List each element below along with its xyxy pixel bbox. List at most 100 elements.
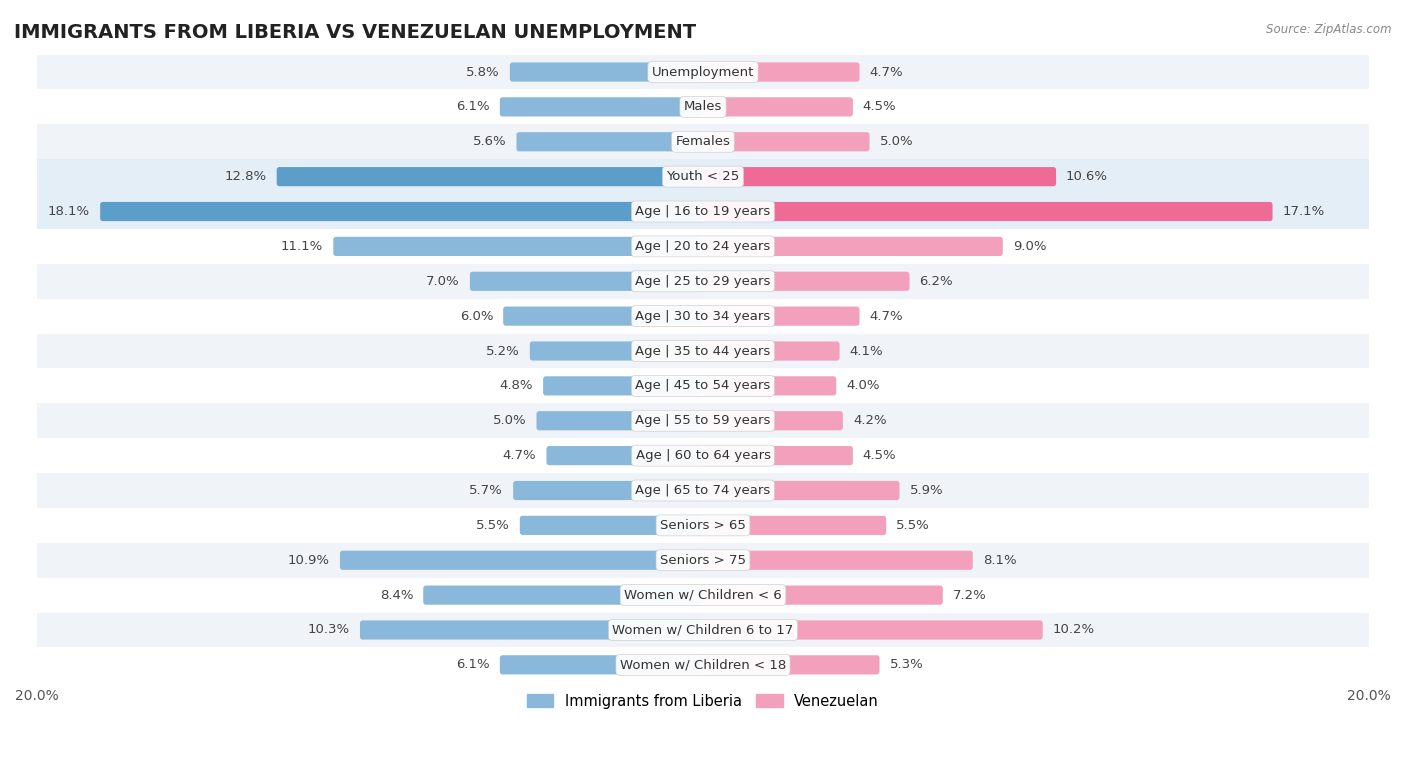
Bar bbox=[37, 299, 1369, 334]
Text: Age | 60 to 64 years: Age | 60 to 64 years bbox=[636, 449, 770, 462]
Text: 4.7%: 4.7% bbox=[503, 449, 537, 462]
FancyBboxPatch shape bbox=[537, 411, 703, 430]
Text: 5.0%: 5.0% bbox=[880, 136, 912, 148]
FancyBboxPatch shape bbox=[510, 62, 703, 82]
FancyBboxPatch shape bbox=[520, 516, 703, 535]
Bar bbox=[37, 334, 1369, 369]
Text: 7.2%: 7.2% bbox=[953, 589, 987, 602]
Text: Seniors > 75: Seniors > 75 bbox=[659, 553, 747, 567]
Text: 6.1%: 6.1% bbox=[456, 659, 489, 671]
Text: 5.5%: 5.5% bbox=[896, 519, 929, 532]
FancyBboxPatch shape bbox=[543, 376, 703, 395]
Text: Age | 16 to 19 years: Age | 16 to 19 years bbox=[636, 205, 770, 218]
Text: Age | 65 to 74 years: Age | 65 to 74 years bbox=[636, 484, 770, 497]
Text: Males: Males bbox=[683, 101, 723, 114]
Bar bbox=[37, 508, 1369, 543]
Bar bbox=[37, 55, 1369, 89]
Text: 7.0%: 7.0% bbox=[426, 275, 460, 288]
Text: Women w/ Children < 6: Women w/ Children < 6 bbox=[624, 589, 782, 602]
Text: 4.1%: 4.1% bbox=[849, 344, 883, 357]
FancyBboxPatch shape bbox=[703, 585, 943, 605]
FancyBboxPatch shape bbox=[530, 341, 703, 360]
Text: Unemployment: Unemployment bbox=[652, 66, 754, 79]
Text: Seniors > 65: Seniors > 65 bbox=[659, 519, 747, 532]
Text: 10.3%: 10.3% bbox=[308, 624, 350, 637]
FancyBboxPatch shape bbox=[470, 272, 703, 291]
Text: 4.7%: 4.7% bbox=[869, 310, 903, 322]
FancyBboxPatch shape bbox=[703, 621, 1043, 640]
Text: 17.1%: 17.1% bbox=[1282, 205, 1324, 218]
Text: 4.5%: 4.5% bbox=[863, 101, 897, 114]
Text: 4.0%: 4.0% bbox=[846, 379, 880, 392]
Text: 5.2%: 5.2% bbox=[486, 344, 520, 357]
Bar bbox=[37, 264, 1369, 299]
Text: 5.5%: 5.5% bbox=[477, 519, 510, 532]
FancyBboxPatch shape bbox=[513, 481, 703, 500]
Text: IMMIGRANTS FROM LIBERIA VS VENEZUELAN UNEMPLOYMENT: IMMIGRANTS FROM LIBERIA VS VENEZUELAN UN… bbox=[14, 23, 696, 42]
Text: 6.2%: 6.2% bbox=[920, 275, 953, 288]
Text: Women w/ Children < 18: Women w/ Children < 18 bbox=[620, 659, 786, 671]
FancyBboxPatch shape bbox=[503, 307, 703, 326]
Bar bbox=[37, 403, 1369, 438]
Text: Age | 20 to 24 years: Age | 20 to 24 years bbox=[636, 240, 770, 253]
Bar bbox=[37, 543, 1369, 578]
Text: Age | 30 to 34 years: Age | 30 to 34 years bbox=[636, 310, 770, 322]
Text: Age | 25 to 29 years: Age | 25 to 29 years bbox=[636, 275, 770, 288]
FancyBboxPatch shape bbox=[703, 550, 973, 570]
Text: 10.6%: 10.6% bbox=[1066, 170, 1108, 183]
FancyBboxPatch shape bbox=[100, 202, 703, 221]
Text: Age | 45 to 54 years: Age | 45 to 54 years bbox=[636, 379, 770, 392]
FancyBboxPatch shape bbox=[277, 167, 703, 186]
Text: 18.1%: 18.1% bbox=[48, 205, 90, 218]
Bar bbox=[37, 612, 1369, 647]
FancyBboxPatch shape bbox=[703, 307, 859, 326]
FancyBboxPatch shape bbox=[703, 341, 839, 360]
Text: 8.1%: 8.1% bbox=[983, 553, 1017, 567]
FancyBboxPatch shape bbox=[703, 376, 837, 395]
Text: Age | 55 to 59 years: Age | 55 to 59 years bbox=[636, 414, 770, 427]
FancyBboxPatch shape bbox=[703, 411, 842, 430]
Bar bbox=[37, 194, 1369, 229]
FancyBboxPatch shape bbox=[423, 585, 703, 605]
Bar bbox=[37, 473, 1369, 508]
FancyBboxPatch shape bbox=[703, 272, 910, 291]
Bar bbox=[37, 124, 1369, 159]
Text: Women w/ Children 6 to 17: Women w/ Children 6 to 17 bbox=[613, 624, 793, 637]
Text: 5.0%: 5.0% bbox=[494, 414, 526, 427]
Text: 4.2%: 4.2% bbox=[853, 414, 887, 427]
Text: 5.9%: 5.9% bbox=[910, 484, 943, 497]
Bar bbox=[37, 89, 1369, 124]
FancyBboxPatch shape bbox=[703, 202, 1272, 221]
Text: 8.4%: 8.4% bbox=[380, 589, 413, 602]
Text: Females: Females bbox=[675, 136, 731, 148]
Bar bbox=[37, 647, 1369, 682]
Text: 11.1%: 11.1% bbox=[281, 240, 323, 253]
FancyBboxPatch shape bbox=[703, 481, 900, 500]
Text: 5.7%: 5.7% bbox=[470, 484, 503, 497]
Text: 4.5%: 4.5% bbox=[863, 449, 897, 462]
FancyBboxPatch shape bbox=[703, 132, 869, 151]
Text: 12.8%: 12.8% bbox=[225, 170, 267, 183]
FancyBboxPatch shape bbox=[547, 446, 703, 466]
Text: 10.9%: 10.9% bbox=[288, 553, 330, 567]
FancyBboxPatch shape bbox=[499, 656, 703, 674]
Text: 6.1%: 6.1% bbox=[456, 101, 489, 114]
FancyBboxPatch shape bbox=[703, 237, 1002, 256]
Text: Source: ZipAtlas.com: Source: ZipAtlas.com bbox=[1267, 23, 1392, 36]
FancyBboxPatch shape bbox=[703, 446, 853, 466]
Bar bbox=[37, 369, 1369, 403]
Text: 4.8%: 4.8% bbox=[499, 379, 533, 392]
Bar bbox=[37, 578, 1369, 612]
FancyBboxPatch shape bbox=[703, 62, 859, 82]
FancyBboxPatch shape bbox=[499, 98, 703, 117]
FancyBboxPatch shape bbox=[516, 132, 703, 151]
Bar bbox=[37, 229, 1369, 264]
Text: 10.2%: 10.2% bbox=[1053, 624, 1095, 637]
Text: 5.3%: 5.3% bbox=[890, 659, 924, 671]
Bar bbox=[37, 438, 1369, 473]
Legend: Immigrants from Liberia, Venezuelan: Immigrants from Liberia, Venezuelan bbox=[522, 688, 884, 715]
Text: Youth < 25: Youth < 25 bbox=[666, 170, 740, 183]
Text: 9.0%: 9.0% bbox=[1012, 240, 1046, 253]
Bar bbox=[37, 159, 1369, 194]
FancyBboxPatch shape bbox=[703, 656, 880, 674]
